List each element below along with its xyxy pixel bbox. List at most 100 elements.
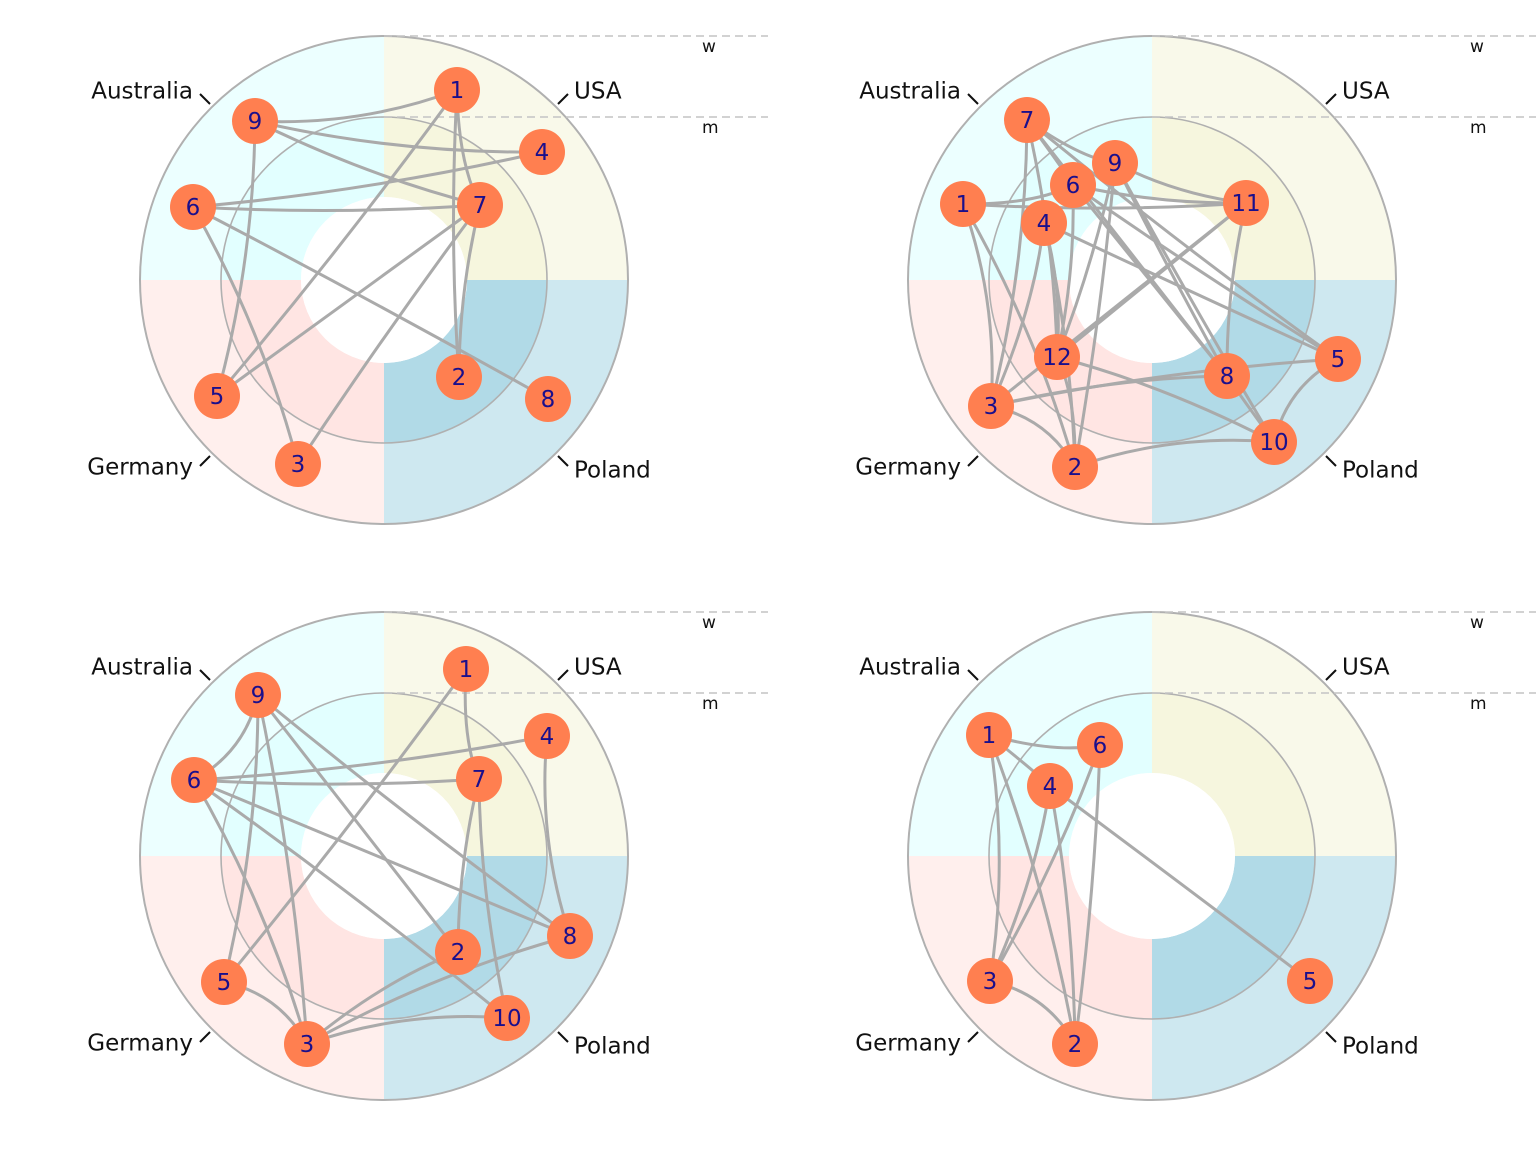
edge-1-3 — [961, 203, 994, 407]
node-circle[interactable] — [194, 373, 240, 419]
node-8[interactable]: 8 — [547, 913, 593, 959]
sector-tick-australia — [967, 669, 979, 681]
edge-9-12 — [1055, 162, 1117, 358]
edge-6-8 — [192, 205, 549, 401]
node-3[interactable]: 3 — [968, 383, 1014, 429]
node-circle[interactable] — [436, 354, 482, 400]
sector-label-poland: Poland — [574, 458, 651, 484]
node-circle[interactable] — [456, 756, 502, 802]
edge-9-2 — [256, 694, 460, 953]
sector-label-australia: Australia — [859, 79, 961, 105]
node-circle[interactable] — [443, 646, 489, 692]
node-3[interactable]: 3 — [275, 441, 321, 487]
node-4[interactable]: 4 — [519, 129, 565, 175]
node-5[interactable]: 5 — [1287, 958, 1333, 1004]
node-4[interactable]: 4 — [524, 713, 570, 759]
node-8[interactable]: 8 — [525, 376, 571, 422]
node-9[interactable]: 9 — [232, 98, 278, 144]
network-panel-2: wmUSAPolandGermanyAustralia1158102312146… — [855, 35, 1536, 525]
node-2[interactable]: 2 — [1052, 1021, 1098, 1067]
node-circle[interactable] — [1077, 722, 1123, 768]
node-1[interactable]: 1 — [443, 646, 489, 692]
node-circle[interactable] — [940, 181, 986, 227]
node-label: 4 — [1043, 774, 1058, 800]
node-1[interactable]: 1 — [940, 181, 986, 227]
node-circle[interactable] — [434, 67, 480, 113]
node-circle[interactable] — [524, 713, 570, 759]
node-11[interactable]: 11 — [1223, 180, 1269, 226]
node-label: 3 — [983, 969, 998, 995]
node-6[interactable]: 6 — [1050, 162, 1096, 208]
node-circle[interactable] — [1052, 1021, 1098, 1067]
sector-label-usa: USA — [574, 655, 622, 681]
node-1[interactable]: 1 — [434, 67, 480, 113]
node-circle[interactable] — [275, 441, 321, 487]
edge-7-5 — [216, 203, 481, 398]
node-9[interactable]: 9 — [235, 672, 281, 718]
node-circle[interactable] — [1287, 958, 1333, 1004]
edge-1-5 — [222, 668, 468, 983]
node-circle[interactable] — [232, 98, 278, 144]
edge-9-1 — [254, 88, 458, 124]
node-9[interactable]: 9 — [1092, 140, 1138, 186]
node-7[interactable]: 7 — [456, 756, 502, 802]
node-5[interactable]: 5 — [194, 373, 240, 419]
node-circle[interactable] — [1034, 334, 1080, 380]
node-2[interactable]: 2 — [1052, 444, 1098, 490]
node-10[interactable]: 10 — [1251, 419, 1297, 465]
node-circle[interactable] — [966, 712, 1012, 758]
edge-7-3 — [989, 119, 1029, 407]
edge-6-3 — [192, 779, 309, 1045]
node-6[interactable]: 6 — [171, 757, 217, 803]
node-label: 3 — [984, 394, 999, 420]
node-label: 2 — [452, 365, 467, 391]
node-circle[interactable] — [284, 1021, 330, 1067]
node-circle[interactable] — [457, 182, 503, 228]
node-6[interactable]: 6 — [1077, 722, 1123, 768]
node-5[interactable]: 5 — [201, 959, 247, 1005]
edge-9-5 — [222, 694, 260, 983]
node-10[interactable]: 10 — [484, 995, 530, 1041]
node-circle[interactable] — [967, 958, 1013, 1004]
node-circle[interactable] — [1004, 97, 1050, 143]
node-circle[interactable] — [968, 383, 1014, 429]
node-circle[interactable] — [435, 929, 481, 975]
sector-label-germany: Germany — [855, 1031, 961, 1057]
node-circle[interactable] — [171, 757, 217, 803]
node-circle[interactable] — [525, 376, 571, 422]
node-7[interactable]: 7 — [457, 182, 503, 228]
node-5[interactable]: 5 — [1315, 336, 1361, 382]
node-1[interactable]: 1 — [966, 712, 1012, 758]
node-circle[interactable] — [1251, 419, 1297, 465]
node-6[interactable]: 6 — [170, 184, 216, 230]
node-circle[interactable] — [1092, 140, 1138, 186]
node-circle[interactable] — [519, 129, 565, 175]
node-circle[interactable] — [235, 672, 281, 718]
node-circle[interactable] — [1052, 444, 1098, 490]
node-circle[interactable] — [484, 995, 530, 1041]
node-circle[interactable] — [1050, 162, 1096, 208]
node-4[interactable]: 4 — [1027, 763, 1073, 809]
node-circle[interactable] — [547, 913, 593, 959]
node-circle[interactable] — [1315, 336, 1361, 382]
node-circle[interactable] — [1027, 763, 1073, 809]
node-label: 5 — [210, 384, 225, 410]
node-circle[interactable] — [1021, 200, 1067, 246]
node-circle[interactable] — [170, 184, 216, 230]
node-2[interactable]: 2 — [436, 354, 482, 400]
node-12[interactable]: 12 — [1034, 334, 1080, 380]
ring-label-w: w — [702, 613, 716, 633]
ring-label-w: w — [1470, 37, 1484, 57]
node-8[interactable]: 8 — [1204, 353, 1250, 399]
node-2[interactable]: 2 — [435, 929, 481, 975]
node-3[interactable]: 3 — [967, 958, 1013, 1004]
node-circle[interactable] — [1223, 180, 1269, 226]
edge-6-3 — [988, 744, 1102, 982]
sector-label-usa: USA — [574, 79, 622, 105]
node-4[interactable]: 4 — [1021, 200, 1067, 246]
node-7[interactable]: 7 — [1004, 97, 1050, 143]
node-3[interactable]: 3 — [284, 1021, 330, 1067]
node-circle[interactable] — [201, 959, 247, 1005]
network-panel-1: w m USA Poland Germany Australia 1 4 7 2 8 3 5 6 9 — [87, 35, 768, 525]
node-circle[interactable] — [1204, 353, 1250, 399]
